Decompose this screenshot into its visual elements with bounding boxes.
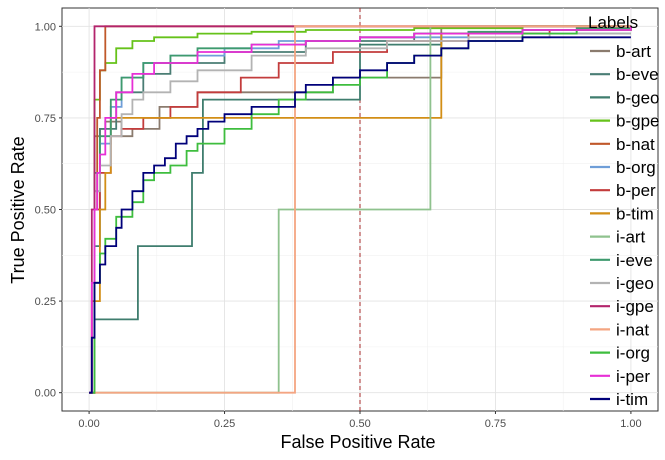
y-tick-label: 0.50: [35, 205, 56, 217]
legend-label-b-tim: b-tim: [616, 204, 654, 223]
legend-label-b-art: b-art: [616, 42, 651, 61]
roc-series: [89, 25, 632, 394]
legend-label-i-eve: i-eve: [616, 251, 653, 270]
legend-label-i-gpe: i-gpe: [616, 297, 654, 316]
legend-label-i-per: i-per: [616, 367, 650, 386]
legend-label-i-nat: i-nat: [616, 320, 649, 339]
x-tick-label: 0.00: [78, 418, 99, 430]
legend-label-b-gpe: b-gpe: [616, 112, 659, 131]
legend-label-i-org: i-org: [616, 344, 650, 363]
x-axis-title: False Positive Rate: [280, 432, 435, 452]
legend-title: Labels: [588, 13, 638, 32]
legend-label-i-geo: i-geo: [616, 274, 654, 293]
legend-label-b-nat: b-nat: [616, 135, 655, 154]
legend-label-b-per: b-per: [616, 181, 656, 200]
x-tick-label: 0.25: [214, 418, 235, 430]
legend-label-b-eve: b-eve: [616, 65, 659, 84]
series-line-i-tim: [89, 36, 631, 394]
legend-label-b-geo: b-geo: [616, 88, 659, 107]
legend-label-b-org: b-org: [616, 158, 656, 177]
y-axis-ticks: 0.00 0.25 0.50 0.75 1.00: [35, 21, 62, 400]
y-tick-label: 0.25: [35, 296, 56, 308]
y-axis-title: True Positive Rate: [8, 136, 28, 283]
y-tick-label: 0.75: [35, 113, 56, 125]
x-tick-label: 0.75: [485, 418, 506, 430]
legend-label-i-tim: i-tim: [616, 390, 648, 409]
series-line-i-nat: [89, 25, 631, 394]
y-tick-label: 1.00: [35, 21, 56, 33]
series-line-i-geo: [89, 32, 631, 394]
series-line-i-per: [89, 26, 632, 394]
x-axis-ticks: 0.00 0.25 0.50 0.75 1.00: [78, 411, 642, 430]
x-tick-label: 1.00: [620, 418, 641, 430]
x-tick-label: 0.50: [349, 418, 370, 430]
y-tick-label: 0.00: [35, 388, 56, 400]
legend: b-art b-eve b-geo b-gpe b-nat b-org b-per b-tim…: [590, 42, 659, 409]
legend-label-i-art: i-art: [616, 228, 646, 247]
